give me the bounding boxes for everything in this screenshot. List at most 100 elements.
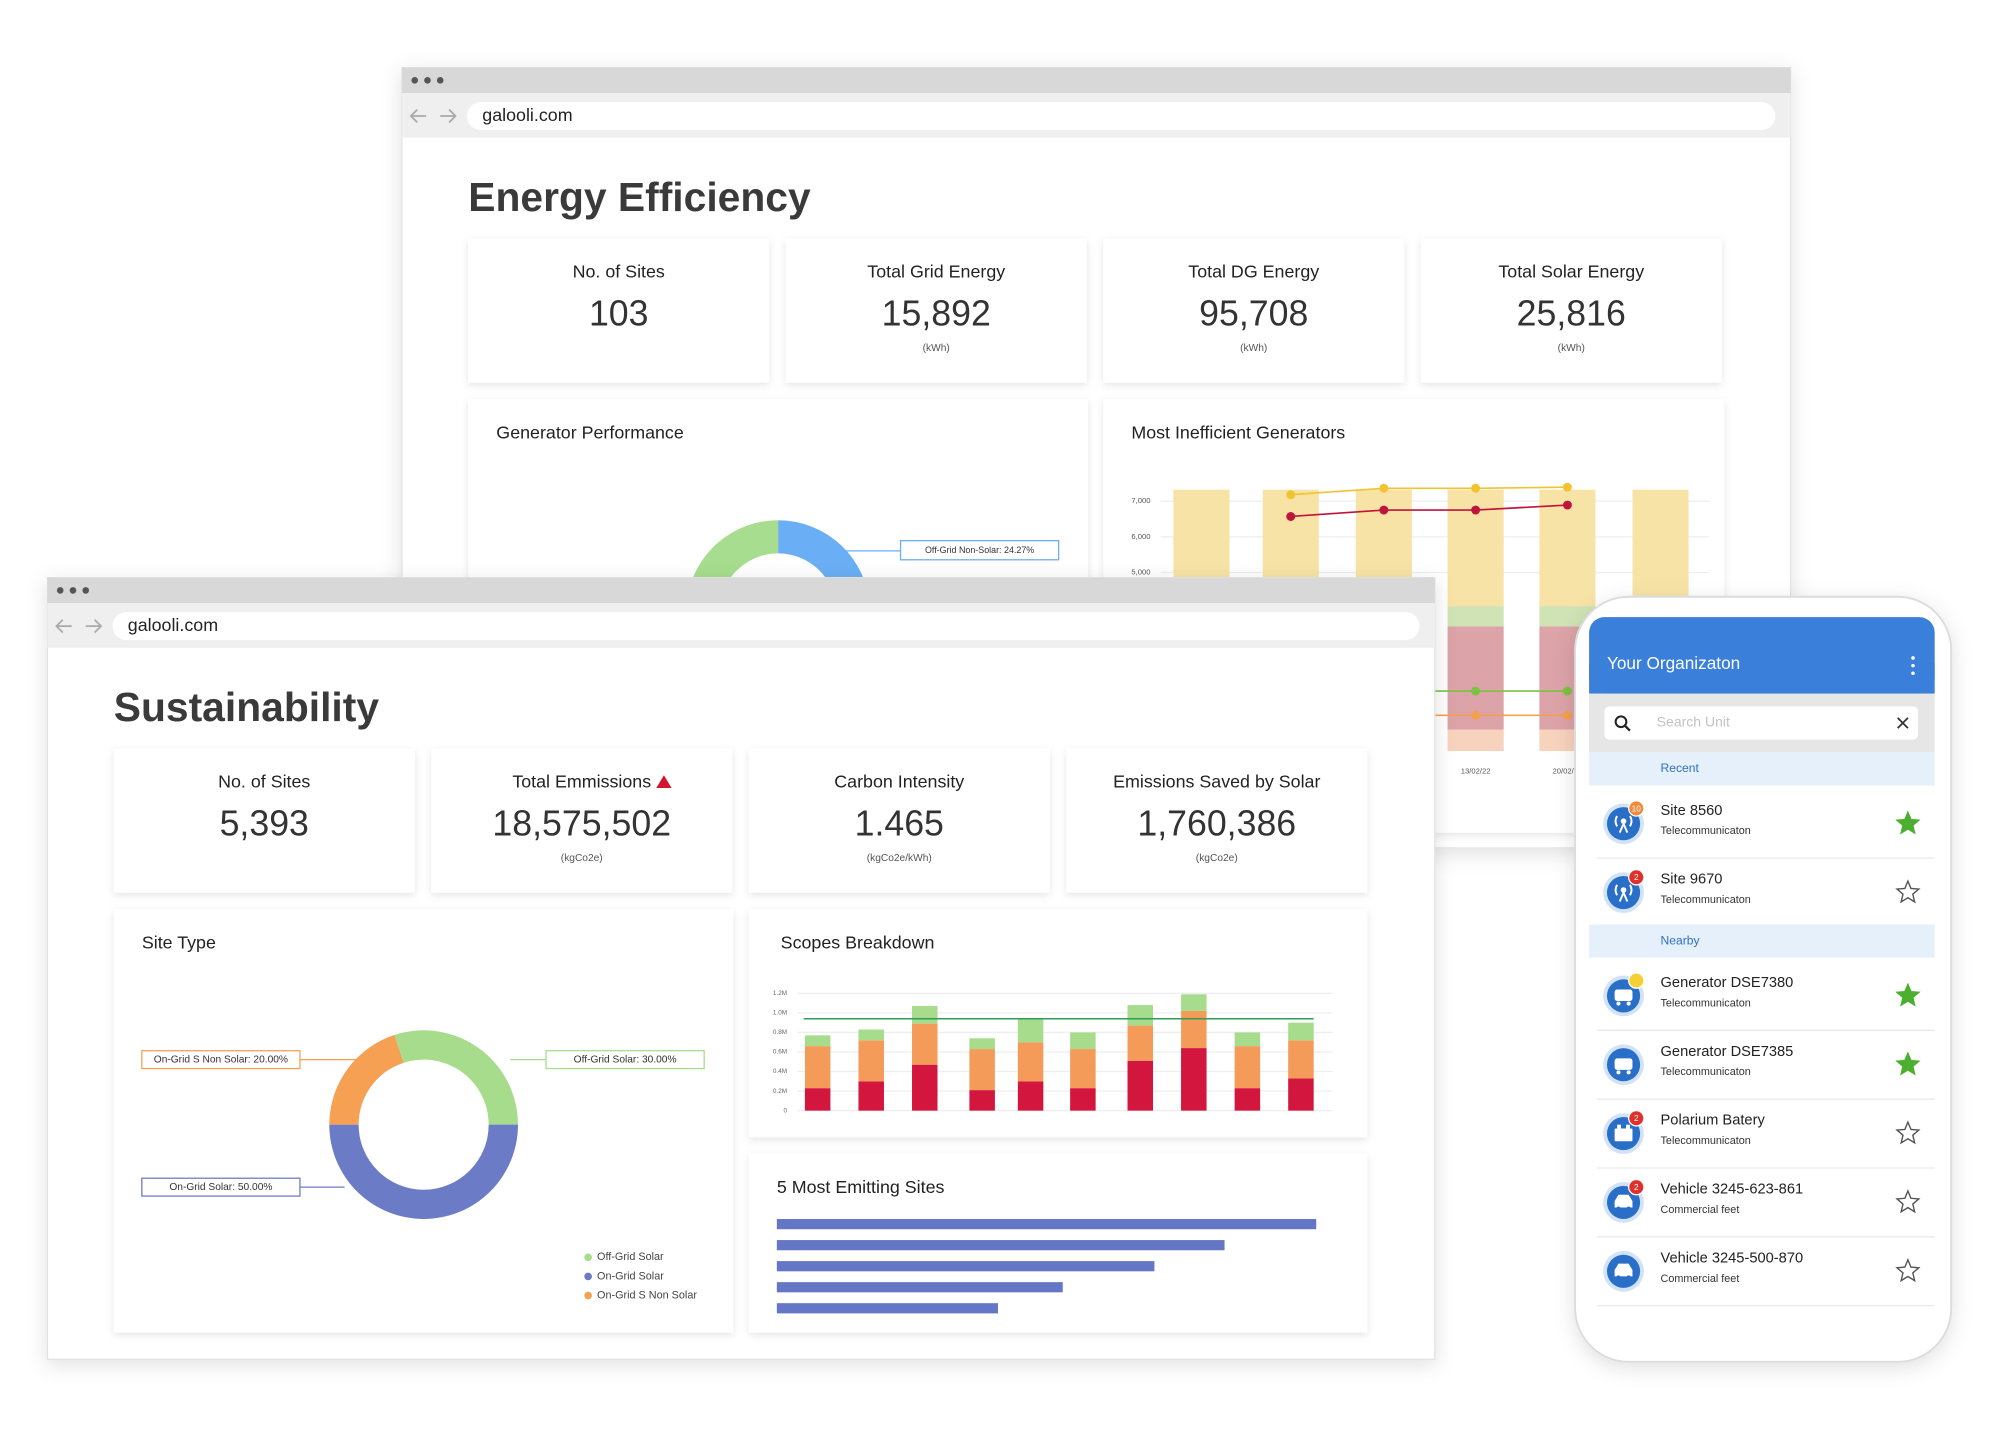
- y-tick-label: 0: [784, 1107, 788, 1114]
- item-subtitle: Commercial feet: [1661, 1273, 1740, 1285]
- bar-segment: [1017, 1042, 1044, 1082]
- label-box: [141, 1050, 301, 1070]
- kpi-card: [468, 238, 770, 383]
- kpi-card: [785, 238, 1087, 383]
- label-box: [141, 1177, 301, 1197]
- item-subtitle: Telecommunicaton: [1661, 1066, 1751, 1078]
- kpi-value: 5,393: [220, 804, 309, 844]
- icon-glyph: [1616, 1070, 1621, 1075]
- y-tick-label: 0.2M: [773, 1088, 787, 1095]
- y-tick-label: 0.4M: [773, 1068, 787, 1075]
- bar-segment: [1070, 1088, 1096, 1111]
- y-tick-label: 1.2M: [773, 990, 787, 997]
- app-header-base: [1589, 663, 1935, 694]
- pie-slice: [329, 1124, 518, 1219]
- clear-icon[interactable]: [1897, 717, 1909, 729]
- y-tick-label: 1.0M: [773, 1010, 787, 1017]
- section-bar: [1589, 924, 1935, 958]
- kpi-card: [748, 748, 1050, 893]
- value-label: On-Grid Solar: 50.00%: [169, 1182, 272, 1193]
- bar-segment: [1017, 1081, 1044, 1111]
- kpi-unit: (kWh): [1240, 343, 1267, 354]
- line-point: [1562, 710, 1572, 720]
- badge: [1628, 800, 1645, 817]
- bar-segment: [1181, 1048, 1207, 1111]
- bar-segment: [969, 1038, 995, 1050]
- trend-up: [656, 775, 672, 789]
- app-title: Your Organizaton: [1607, 653, 1740, 673]
- icon-glyph: [1626, 1124, 1630, 1129]
- title-bar: [401, 67, 1791, 94]
- item-name: Site 8560: [1661, 803, 1723, 819]
- favorite-star[interactable]: [1895, 982, 1921, 1007]
- bar-segment: [1070, 1049, 1096, 1089]
- item-name: Generator DSE7385: [1661, 1044, 1794, 1060]
- legend-label: On-Grid Solar: [597, 1270, 664, 1282]
- line-point: [1286, 512, 1296, 521]
- favorite-star[interactable]: [1895, 1120, 1921, 1145]
- item-subtitle: Telecommunicaton: [1661, 1135, 1751, 1147]
- bar-segment: [858, 1081, 884, 1111]
- pie-slice: [394, 1030, 518, 1125]
- item-name: Site 9670: [1661, 872, 1723, 888]
- window-dot: [411, 77, 419, 84]
- kpi-value: 1.465: [855, 804, 944, 844]
- legend-label: Off-Grid Solar: [597, 1251, 664, 1263]
- favorite-star[interactable]: [1895, 1051, 1921, 1076]
- back-arrow[interactable]: [409, 109, 427, 124]
- address-bar[interactable]: [112, 612, 1420, 641]
- search-input[interactable]: [1604, 706, 1919, 740]
- badge: [1628, 1178, 1645, 1196]
- menu-dot[interactable]: [1911, 663, 1915, 668]
- panel: [113, 909, 734, 1333]
- bar-segment: [1181, 994, 1207, 1011]
- badge-count: 2: [1634, 1114, 1639, 1123]
- legend-swatch: [584, 1272, 592, 1281]
- kpi-label: Total DG Energy: [1188, 262, 1319, 282]
- icon-glyph: [1614, 989, 1633, 1001]
- favorite-star[interactable]: [1895, 1189, 1921, 1214]
- bar-segment: [1632, 489, 1689, 607]
- address-bar[interactable]: [466, 102, 1776, 131]
- menu-dot[interactable]: [1911, 656, 1915, 660]
- forward-arrow[interactable]: [440, 109, 457, 124]
- favorite-star[interactable]: [1895, 810, 1921, 835]
- line-point: [1379, 505, 1389, 515]
- line-point: [1471, 483, 1481, 493]
- item-name: Generator DSE7380: [1661, 975, 1794, 991]
- menu-dot[interactable]: [1911, 671, 1915, 676]
- favorite-star[interactable]: [1895, 1258, 1921, 1283]
- bar-segment: [1127, 1060, 1154, 1111]
- legend-swatch: [584, 1253, 592, 1262]
- item-name: Vehicle 3245-623-861: [1661, 1182, 1804, 1198]
- window-dot: [424, 77, 431, 84]
- bar-segment: [858, 1040, 884, 1082]
- front-window: galooli.com Sustainability No. of Sites 5,3…: [46, 576, 1436, 1360]
- forward-arrow[interactable]: [85, 619, 103, 634]
- legend-swatch: [584, 1291, 592, 1300]
- line-point: [1471, 505, 1481, 515]
- kpi-label: Emissions Saved by Solar: [1113, 772, 1320, 792]
- line-point: [1562, 482, 1572, 492]
- panel-title: Most Inefficient Generators: [1131, 422, 1345, 442]
- favorite-star[interactable]: [1895, 879, 1921, 904]
- item-subtitle: Telecommunicaton: [1661, 825, 1751, 837]
- window-dot: [56, 587, 64, 594]
- label-box: [545, 1050, 705, 1070]
- bar-segment: [912, 1023, 938, 1065]
- page-title: Sustainability: [114, 684, 380, 730]
- x-tick-label: 13/02/22: [1461, 766, 1491, 775]
- item-subtitle: Telecommunicaton: [1661, 894, 1751, 906]
- badge: [1628, 869, 1645, 886]
- kpi-unit: (kgCo2e): [561, 853, 603, 864]
- y-tick-label: 0.6M: [773, 1049, 787, 1056]
- kpi-unit: (kWh): [923, 343, 950, 354]
- line-point: [1471, 686, 1481, 696]
- phone-frame: [1574, 595, 1953, 1363]
- bar-segment: [1181, 1010, 1207, 1049]
- back-arrow[interactable]: [55, 619, 72, 634]
- bar-segment: [1539, 606, 1596, 627]
- kpi-unit: (kWh): [1558, 343, 1585, 354]
- kpi-label: Carbon Intensity: [834, 772, 964, 792]
- icon-glyph: [1626, 1070, 1631, 1075]
